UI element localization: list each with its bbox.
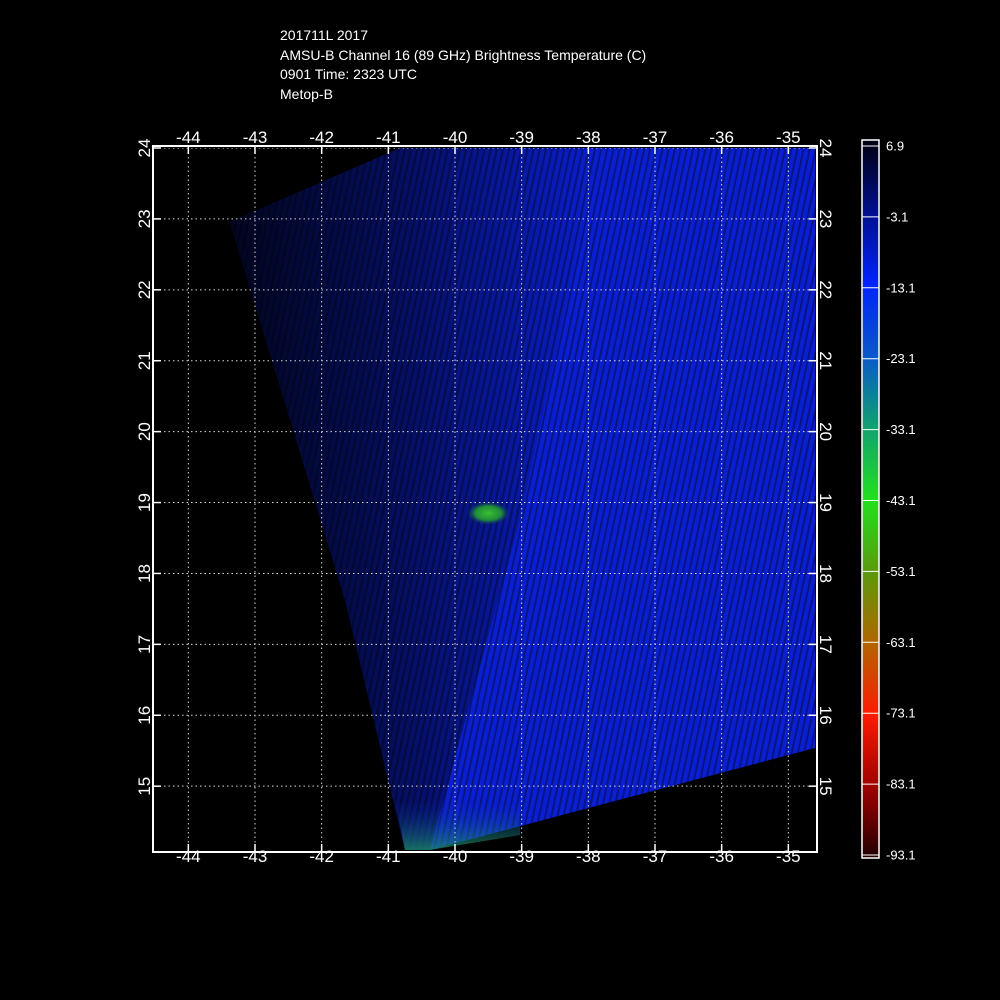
lon-tick-label-bottom-6: -38 xyxy=(576,847,601,866)
colorbar-label-2: -13.1 xyxy=(886,280,916,295)
lat-tick-label-left-9: 24 xyxy=(135,139,154,158)
lon-tick-label-top-4: -40 xyxy=(443,128,468,147)
colorbar-label-5: -43.1 xyxy=(886,493,916,508)
lon-tick-label-bottom-8: -36 xyxy=(709,847,734,866)
lat-tick-label-left-6: 21 xyxy=(135,351,154,370)
swath-scanlines xyxy=(230,148,815,850)
colorbar-label-4: -33.1 xyxy=(886,422,916,437)
lon-tick-label-top-8: -36 xyxy=(709,128,734,147)
lon-tick-label-bottom-0: -44 xyxy=(176,847,201,866)
lon-tick-label-bottom-5: -39 xyxy=(509,847,534,866)
map-frame xyxy=(152,145,818,853)
lat-tick-label-left-4: 19 xyxy=(135,493,154,512)
lon-tick-label-top-1: -43 xyxy=(243,128,268,147)
lat-tick-label-left-3: 18 xyxy=(135,564,154,583)
lat-tick-label-right-8: 23 xyxy=(816,209,835,228)
colorbar-label-9: -83.1 xyxy=(886,777,916,792)
lat-tick-label-left-2: 17 xyxy=(135,635,154,654)
lat-tick-label-right-7: 22 xyxy=(816,280,835,299)
lon-tick-label-bottom-7: -37 xyxy=(643,847,668,866)
lat-tick-label-right-0: 15 xyxy=(816,777,835,796)
lat-tick-label-right-3: 18 xyxy=(816,564,835,583)
lat-tick-label-right-4: 19 xyxy=(816,493,835,512)
lat-tick-label-left-7: 22 xyxy=(135,280,154,299)
lat-tick-label-left-0: 15 xyxy=(135,777,154,796)
colorbar-label-10: -93.1 xyxy=(886,848,916,863)
title-block: 201711L 2017 AMSU-B Channel 16 (89 GHz) … xyxy=(280,26,646,104)
colorbar-label-1: -3.1 xyxy=(886,209,908,224)
lat-tick-label-left-5: 20 xyxy=(135,422,154,441)
colorbar-label-6: -53.1 xyxy=(886,564,916,579)
cold-edge-feature xyxy=(395,800,520,850)
lon-ticks-bottom: -44 -43 -42 -41 -40 -39 -38 -37 -36 -35 xyxy=(176,844,801,866)
lon-ticks-top: -44 -43 -42 -41 -40 -39 -38 -37 -36 -35 xyxy=(176,128,801,154)
lon-tick-label-bottom-4: -40 xyxy=(443,847,468,866)
lat-tick-label-right-9: 24 xyxy=(816,139,835,158)
plot-area xyxy=(155,148,815,850)
graticule xyxy=(155,148,815,850)
lon-tick-label-top-5: -39 xyxy=(509,128,534,147)
lon-tick-label-top-9: -35 xyxy=(776,128,801,147)
colorbar-label-0: 6.9 xyxy=(886,139,904,154)
lat-ticks-left: 15 16 17 18 19 20 21 22 23 24 xyxy=(135,139,161,796)
lat-tick-label-right-5: 20 xyxy=(816,422,835,441)
lon-tick-label-top-6: -38 xyxy=(576,128,601,147)
colorbar-bar xyxy=(861,139,880,859)
lat-tick-label-left-1: 16 xyxy=(135,706,154,725)
colorbar-labels: 6.9 -3.1 -13.1 -23.1 -33.1 -43.1 -53.1 -63.1 -73… xyxy=(862,139,916,863)
cold-spot-feature xyxy=(466,501,511,526)
lat-ticks-right: 15 16 17 18 19 20 21 22 23 24 xyxy=(809,139,835,796)
colorbar-label-8: -73.1 xyxy=(886,706,916,721)
colorbar-label-3: -23.1 xyxy=(886,351,916,366)
lat-tick-label-left-8: 23 xyxy=(135,209,154,228)
lat-tick-label-right-2: 17 xyxy=(816,635,835,654)
product-title: AMSU-B Channel 16 (89 GHz) Brightness Te… xyxy=(280,46,647,63)
satellite-title: Metop-B xyxy=(280,85,333,102)
lon-tick-label-top-3: -41 xyxy=(376,128,401,147)
lon-tick-label-top-2: -42 xyxy=(309,128,334,147)
lon-tick-label-bottom-2: -42 xyxy=(309,847,334,866)
lat-tick-label-right-1: 16 xyxy=(816,706,835,725)
lon-tick-label-bottom-1: -43 xyxy=(243,847,268,866)
storm-id-title: 201711L 2017 xyxy=(280,27,368,43)
lon-tick-label-bottom-9: -35 xyxy=(776,847,801,866)
time-title: 0901 Time: 2323 UTC xyxy=(280,66,417,82)
lat-tick-label-right-6: 21 xyxy=(816,351,835,370)
colorbar: 6.9 -3.1 -13.1 -23.1 -33.1 -43.1 -53.1 -63.1 -73… xyxy=(861,139,916,863)
colorbar-label-7: -63.1 xyxy=(886,635,916,650)
lon-tick-label-bottom-3: -41 xyxy=(376,847,401,866)
lon-tick-label-top-7: -37 xyxy=(643,128,668,147)
lon-tick-label-top-0: -44 xyxy=(176,128,201,147)
